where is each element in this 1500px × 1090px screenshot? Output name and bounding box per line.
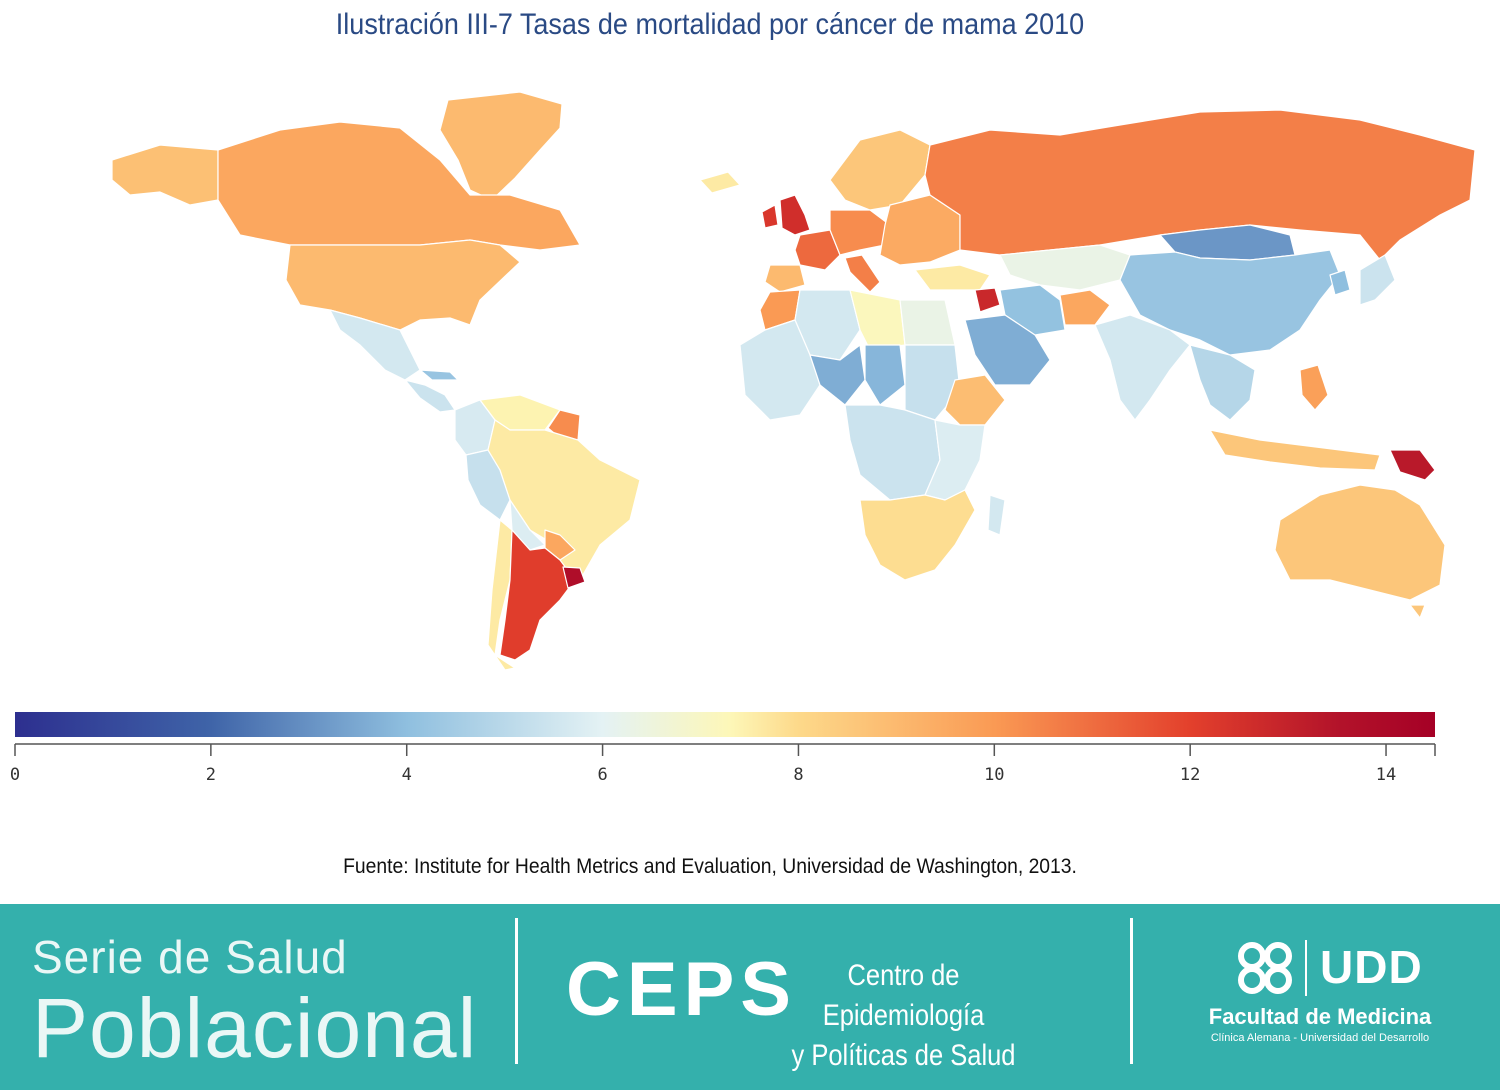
scale-tick-label: 14 <box>1376 765 1396 785</box>
country-indonesia <box>1209 429 1381 471</box>
clinica-alemana-logo-icon <box>1238 942 1292 994</box>
scale-tick-label: 2 <box>206 765 216 785</box>
series-title-line1: Serie de Salud <box>32 931 348 983</box>
country-japan <box>1359 254 1396 306</box>
country-uruguay <box>562 566 586 589</box>
scale-tick-label: 6 <box>597 765 607 785</box>
scale-tick-label: 4 <box>402 765 412 785</box>
country-turkey <box>914 264 991 291</box>
country-korea <box>1329 269 1351 296</box>
country-paraguay <box>544 529 576 561</box>
country-central-europe <box>829 209 891 256</box>
country-italy <box>844 254 881 293</box>
facultad-sublabel: Clínica Alemana - Universidad del Desarr… <box>1210 1032 1430 1044</box>
world-choropleth-map <box>111 91 1476 671</box>
map-title: Ilustración III-7 Tasas de mortalidad po… <box>335 8 1085 41</box>
country-russia <box>924 109 1476 261</box>
udd-logo: UDD Facultad de Medicina Clínica Alemana… <box>1200 932 1440 1082</box>
country-ireland <box>761 204 779 229</box>
ceps-line2: y Políticas de Salud <box>791 1039 1016 1072</box>
country-argentina <box>499 529 576 661</box>
country-syria <box>974 287 1001 313</box>
country-united-states <box>285 239 521 331</box>
ceps-logo-text: CEPS <box>566 947 797 1032</box>
country-china <box>1119 249 1341 356</box>
ceps-description: Centro de Epidemiología y Políticas de S… <box>776 956 1031 1076</box>
footer-banner: Serie de Salud Poblacional CEPS Centro d… <box>0 904 1500 1090</box>
country-papua-new-guinea <box>1389 449 1436 481</box>
country-libya <box>849 289 906 351</box>
country-egypt <box>899 299 956 346</box>
country-southeast-asia <box>1189 344 1256 421</box>
country-central-africa <box>844 404 941 501</box>
country-iceland <box>699 171 741 194</box>
source-caption: Fuente: Institute for Health Metrics and… <box>343 855 1077 878</box>
country-chad <box>864 344 906 406</box>
color-scale-bar <box>15 712 1435 737</box>
country-philippines <box>1299 364 1329 411</box>
logo-divider <box>1305 940 1307 996</box>
country-southern-africa <box>859 489 976 581</box>
country-alaska <box>111 144 219 206</box>
country-united-kingdom <box>779 194 811 236</box>
country-madagascar <box>987 494 1006 536</box>
series-title-line2: Poblacional <box>32 981 478 1075</box>
facultad-label: Facultad de Medicina <box>1208 1004 1432 1029</box>
country-mexico <box>329 309 421 381</box>
footer-divider <box>515 918 518 1064</box>
footer-divider <box>1130 918 1133 1064</box>
country-spain <box>764 264 806 293</box>
ceps-line1: Centro de Epidemiología <box>822 959 985 1032</box>
scale-tick-label: 8 <box>793 765 803 785</box>
country-central-america <box>404 379 456 413</box>
country-afghanistan <box>1059 289 1111 326</box>
scale-tick-label: 12 <box>1180 765 1200 785</box>
scale-tick-label: 10 <box>984 765 1004 785</box>
country-australia <box>1274 484 1446 601</box>
country-brazil <box>487 419 641 581</box>
country-greenland <box>439 91 563 201</box>
color-scale-legend: 0 2 4 6 8 10 12 14 <box>10 712 1436 785</box>
country-cuba <box>419 369 459 381</box>
country-scandinavia <box>829 129 931 211</box>
country-australia <box>1409 604 1426 619</box>
country-saudi-arabia <box>964 314 1051 386</box>
scale-tick-label: 0 <box>10 765 20 785</box>
country-india <box>1094 314 1191 421</box>
udd-logo-text: UDD <box>1320 941 1423 993</box>
